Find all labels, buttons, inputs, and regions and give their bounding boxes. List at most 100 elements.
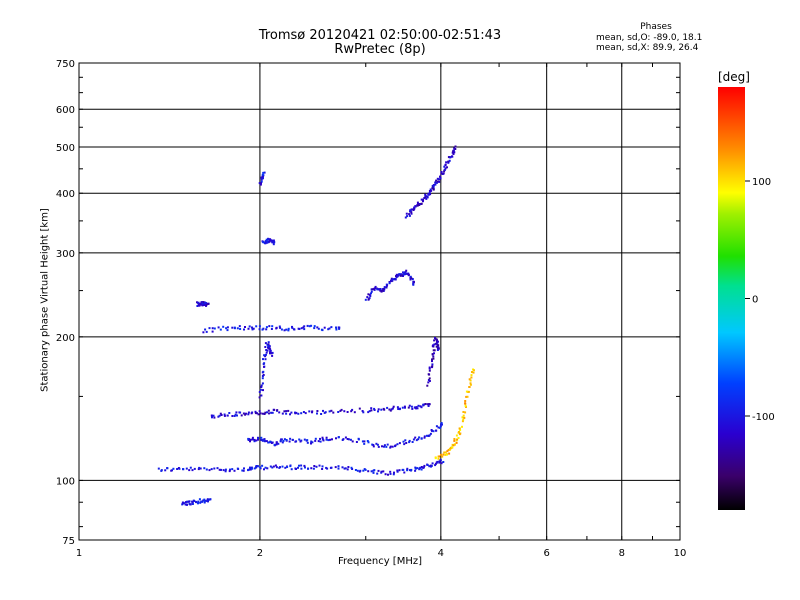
echo-point [261, 412, 264, 415]
echo-point [260, 438, 263, 441]
echo-point [242, 469, 245, 472]
echo-point [424, 403, 427, 405]
echo-point [300, 412, 303, 415]
echo-point [452, 149, 455, 152]
echo-point [193, 500, 196, 502]
echo-point [444, 167, 447, 170]
echo-point [416, 201, 419, 204]
echo-point [394, 278, 397, 281]
echo-point [231, 468, 234, 471]
echo-point [263, 354, 266, 357]
echo-point [196, 305, 199, 307]
echo-point [435, 181, 438, 184]
echo-point [249, 440, 251, 443]
echo-point [261, 375, 264, 377]
echo-point [281, 412, 284, 415]
echo-point [260, 180, 263, 183]
echo-point [427, 379, 430, 381]
echo-point [270, 351, 273, 354]
echo-point [264, 440, 266, 443]
echo-point [404, 273, 406, 276]
echo-point [186, 500, 189, 503]
echo-point [314, 439, 317, 442]
echo-point [469, 379, 472, 382]
echo-point [265, 238, 268, 241]
echo-point [434, 337, 437, 340]
echo-point [283, 438, 286, 441]
echo-point [445, 161, 448, 164]
echo-point [339, 409, 342, 412]
echo-point [199, 467, 202, 470]
echo-point [369, 295, 372, 297]
echo-point [419, 466, 422, 469]
axis-ticks: 1 2 4 6 8 10 75 100 200 300 400 500 600 750 [56, 59, 686, 559]
echo-point [439, 175, 442, 178]
echo-point [330, 326, 333, 329]
echo-point [157, 467, 160, 470]
x-axis-label: Frequency [MHz] [337, 556, 423, 567]
echo-point [420, 202, 423, 205]
echo-point [223, 414, 226, 417]
echo-point [277, 442, 280, 445]
echo-point [219, 412, 222, 415]
y-tick-label: 200 [56, 333, 75, 344]
echo-point [266, 467, 269, 470]
echo-point [438, 460, 441, 463]
echo-point [442, 461, 445, 463]
echo-point [426, 434, 428, 437]
echo-point [297, 466, 299, 469]
echo-point [422, 403, 425, 406]
echo-point [279, 326, 282, 329]
echo-point [428, 192, 431, 194]
echo-point [426, 464, 429, 466]
echo-point [346, 411, 349, 413]
echo-point [440, 422, 443, 424]
echo-point [355, 441, 358, 443]
echo-point [204, 301, 207, 304]
echo-point [310, 440, 313, 443]
echo-point [330, 409, 333, 412]
echo-point [209, 498, 212, 501]
echo-point [291, 326, 294, 329]
echo-point [381, 288, 384, 291]
echo-point [268, 240, 271, 243]
echo-point [420, 466, 423, 468]
echo-point [224, 470, 227, 473]
echo-point [251, 438, 254, 441]
echo-point [260, 182, 262, 185]
echo-point [321, 468, 324, 470]
echo-point [350, 466, 353, 469]
echo-point [438, 455, 441, 458]
echo-point [303, 325, 306, 328]
echo-point [291, 438, 294, 441]
echo-point [306, 324, 309, 327]
echo-point [446, 450, 449, 453]
echo-point [389, 470, 392, 473]
echo-point [324, 411, 327, 414]
echo-point [233, 326, 236, 329]
echo-point [342, 438, 345, 441]
echo-point [205, 330, 208, 333]
echo-point [308, 325, 311, 328]
echo-point [314, 437, 317, 440]
echo-point [269, 350, 272, 353]
echo-point [468, 378, 471, 381]
echo-point [266, 349, 269, 352]
echo-point [438, 461, 441, 464]
echo-point [363, 442, 366, 445]
x-tick-label: 4 [438, 548, 444, 559]
echo-point [384, 473, 387, 476]
echo-point [428, 434, 431, 437]
echo-point [451, 151, 454, 154]
echo-point [212, 414, 215, 417]
echo-point [295, 411, 298, 414]
echo-point [197, 301, 200, 304]
echo-point [193, 467, 196, 470]
echo-point [337, 465, 340, 468]
echo-point [334, 466, 337, 469]
echo-point [432, 430, 435, 433]
echo-point [264, 346, 267, 348]
echo-point [288, 440, 291, 443]
echo-point [273, 240, 276, 243]
echo-point [285, 439, 288, 441]
